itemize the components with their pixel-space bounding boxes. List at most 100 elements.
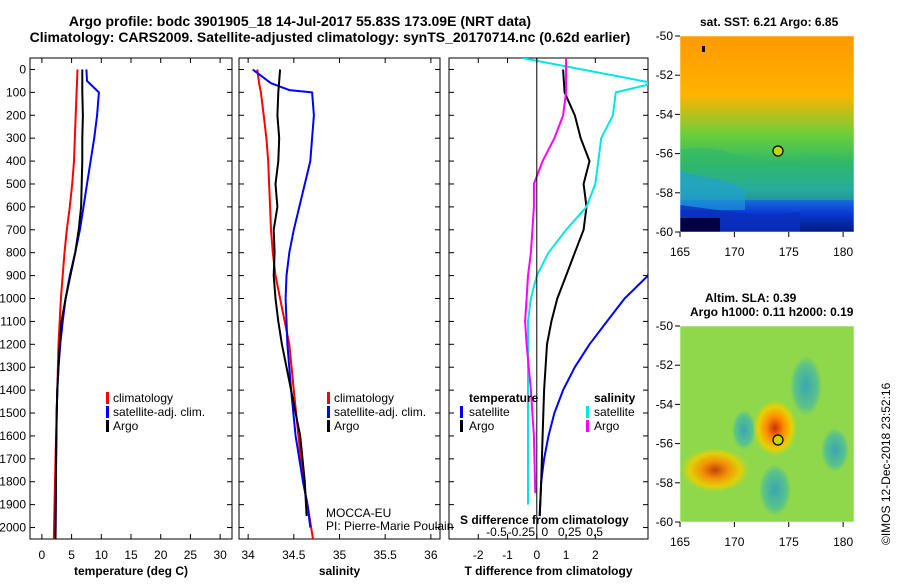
x-tick-label: 10 [95,548,109,562]
legend-label-s-satellite: satellite [594,405,635,419]
legend-swatch-s-satellite [586,406,589,418]
s-tick-label: -0.25 [508,525,536,539]
x-tick-label: 2 [592,548,599,562]
x-tick-label: 0 [39,548,46,562]
depth-tick-label: 1300 [0,360,26,374]
sst-map: sat. SST: 6.21 Argo: 6.85 -50-52-54-56-5… [656,15,855,259]
sla-map-title: Altim. SLA: 0.39 [705,291,797,305]
sst-cold-tongue [680,170,745,210]
x-tick-label: 20 [154,548,168,562]
map-frame [679,35,855,233]
lon-tick-label: 165 [670,245,690,259]
x-tick-label: 5 [68,548,75,562]
sla-low-eddy [790,356,822,416]
series-line-satellite-adj-clim- [54,69,100,539]
depth-tick-label: 800 [6,246,26,260]
legend-swatch-satellite [327,406,330,418]
figure-title: Argo profile: bodc 3901905_18 14-Jul-201… [69,13,531,29]
series-line-t-argo [538,69,591,517]
legend-label-climatology: climatology [113,391,173,405]
depth-tick-label: 200 [6,108,26,122]
lat-tick-label: -54 [656,107,674,121]
figure-subtitle: Climatology: CARS2009. Satellite-adjuste… [30,29,631,45]
credit-text: ©IMOS 12-Dec-2018 23:52:16 [879,382,893,545]
depth-tick-label: 1100 [0,314,26,328]
project-note: MOCCA-EU [326,506,391,520]
series-line-t-satellite [538,268,648,517]
lon-tick-label: 170 [724,245,744,259]
sla-high-eddy [753,400,797,456]
salinity-panel: 34 34.5 35 35.5 36 salinity [238,57,441,578]
lat-tick-label: -50 [656,319,674,333]
legend-swatch-t-satellite [460,406,463,418]
legend-label-t-satellite: satellite [469,405,510,419]
depth-tick-label: 700 [6,223,26,237]
legend-swatch-s-argo [586,420,589,432]
depth-tick-label: 1700 [0,452,26,466]
legend-label-satellite: satellite-adj. clim. [334,405,426,419]
depth-tick-label: 1800 [0,475,26,489]
lon-tick-label: 170 [724,535,744,549]
series-line-satellite-adj-clim- [252,68,315,528]
lat-tick-label: -52 [656,68,674,82]
depth-tick-label: 1600 [0,429,26,443]
x-tick-label: -1 [502,548,513,562]
lat-tick-label: -58 [656,476,674,490]
s-tick-label: 0.25 [558,525,582,539]
lon-tick-label: 175 [779,245,799,259]
depth-tick-label: 1900 [0,498,26,512]
legend-swatch-argo [106,420,109,432]
x-tick-label: 25 [184,548,198,562]
depth-tick-label: 400 [6,154,26,168]
depth-tick-label: 600 [6,200,26,214]
temperature-legend: climatology satellite-adj. clim. Argo [106,391,205,433]
series-line-s-argo [524,58,568,494]
depth-tick-label: 1200 [0,337,26,351]
x-tick-label: 15 [124,548,138,562]
depth-tick-label: 300 [6,131,26,145]
depth-tick-label: 900 [6,269,26,283]
argo-position-marker [772,434,784,446]
lat-tick-label: -56 [656,437,674,451]
sla-low-eddy [732,410,756,450]
difference-panel: -2 -1 0 1 2 T difference from climatology -0.5… [448,57,649,578]
lon-tick-label: 180 [833,535,853,549]
lat-tick-label: -58 [656,186,674,200]
lon-tick-label: 175 [779,535,799,549]
sla-map-axes: -50 -52 -54 -56 -58 -60 165 170 175 180 [656,319,855,549]
legend-swatch-climatology [327,392,330,404]
depth-tick-label: 1000 [0,292,26,306]
argo-position-marker [772,145,784,157]
lon-tick-label: 165 [670,535,690,549]
depth-tick-label: 1500 [0,406,26,420]
x-tick-label: -2 [473,548,484,562]
x-axis-label: temperature (deg C) [74,564,188,578]
x-tick-label: 35 [333,548,347,562]
sla-map: Altim. SLA: 0.39 Argo h1000: 0.11 h2000:… [656,291,855,549]
salinity-legend: climatology satellite-adj. clim. Argo [327,391,426,433]
legend-swatch-climatology [106,392,109,404]
legend-swatch-argo [327,420,330,432]
sla-low-eddy [759,464,791,516]
x-axis-label: salinity [319,564,361,578]
x-tick-label: 34 [241,548,255,562]
legend-title-salinity: salinity [594,391,636,405]
lat-tick-label: -50 [656,29,674,43]
legend-label-s-argo: Argo [594,419,620,433]
x-tick-label: 1 [563,548,570,562]
legend-swatch-t-argo [460,420,463,432]
lat-tick-label: -54 [656,397,674,411]
sst-map-title: sat. SST: 6.21 Argo: 6.85 [700,15,839,29]
sst-map-axes: -50 -52 -54 -56 -58 -60 165 170 175 180 [656,29,855,259]
legend-label-climatology: climatology [334,391,394,405]
legend-label-argo: Argo [113,419,139,433]
pi-note: PI: Pierre-Marie Poulain [326,519,453,533]
sla-low-eddy [821,428,849,472]
s-tick-label: 0.5 [586,525,603,539]
x-tick-label: 35.5 [374,548,398,562]
s-difference-title: S difference from climatology [460,513,629,527]
s-tick-label: 0 [541,525,548,539]
difference-legend: temperature satellite Argo salinity sate… [460,391,636,433]
map-frame [679,325,855,523]
